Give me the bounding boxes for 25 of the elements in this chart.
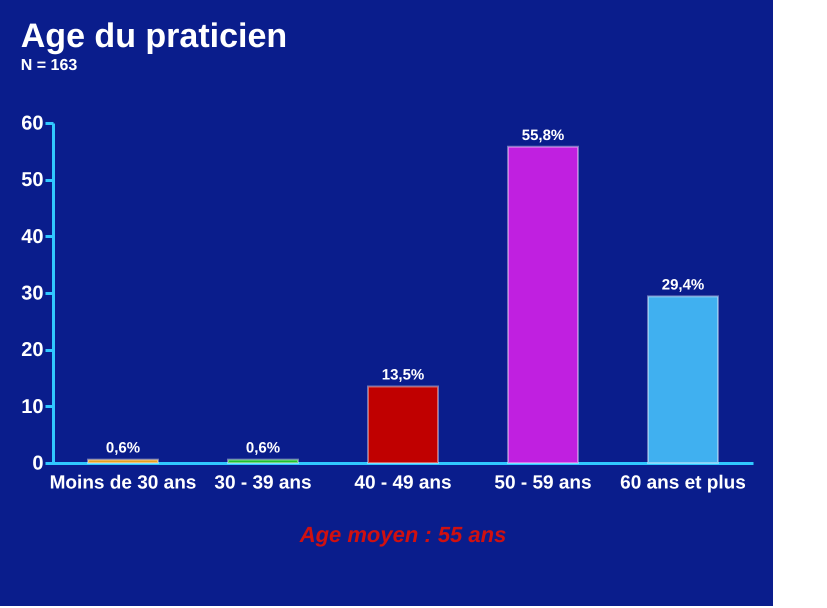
data-label: 29,4%	[662, 276, 704, 294]
x-tick-label: 50 - 59 ans	[494, 472, 592, 494]
data-label: 0,6%	[246, 440, 280, 457]
data-label: 13,5%	[382, 366, 424, 384]
chart-subtitle: N = 163	[20, 57, 78, 74]
bar	[507, 146, 579, 464]
y-tick-label: 0	[32, 452, 44, 474]
x-tick-label: 60 ans et plus	[620, 472, 746, 494]
x-tick-label: Moins de 30 ans	[50, 472, 196, 494]
bar	[367, 386, 439, 464]
data-label: 0,6%	[106, 440, 140, 457]
bar	[87, 458, 159, 464]
y-tick-label: 60	[21, 112, 44, 134]
y-tick-label: 20	[21, 339, 44, 362]
text: Age moyen : 55 ans	[298, 522, 506, 547]
bar	[227, 458, 299, 464]
y-tick-label: 10	[21, 396, 44, 418]
chart-title: Age du praticien	[20, 17, 288, 55]
data-label: 55,8%	[522, 126, 564, 144]
x-tick-label: 30 - 39 ans	[214, 472, 312, 494]
bar	[647, 295, 719, 464]
y-tick-label: 30	[21, 282, 44, 304]
y-tick-label: 40	[21, 226, 44, 248]
y-tick-label: 50	[21, 169, 44, 192]
x-tick-label: 40 - 49 ans	[354, 472, 452, 494]
